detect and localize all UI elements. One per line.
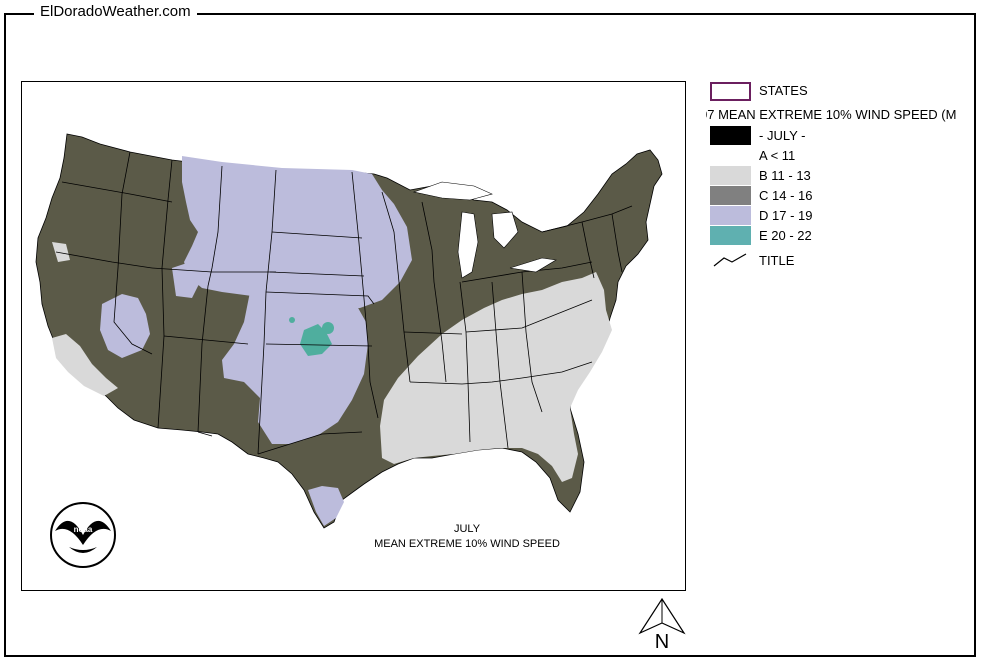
swatch-a: [710, 146, 751, 165]
region-b-southeast: [380, 272, 612, 482]
north-label: N: [654, 631, 670, 653]
legend-label-e: E 20 - 22: [759, 228, 812, 243]
swatch-b: [710, 166, 751, 185]
state-boundaries: [55, 151, 633, 455]
legend-label-d: D 17 - 19: [759, 208, 813, 223]
states-swatch: [710, 82, 751, 101]
lake-huron: [491, 211, 519, 249]
noaa-logo: noaa: [49, 501, 117, 569]
legend-layer-title: 07 MEAN EXTREME 10% WIND SPEED (M: [706, 107, 957, 122]
caption-title: MEAN EXTREME 10% WIND SPEED: [374, 538, 560, 550]
north-arrow: N: [636, 597, 688, 657]
legend-label-c: C 14 - 16: [759, 188, 813, 203]
map-panel: noaa JULY MEAN EXTREME 10% WIND SPEED: [21, 81, 686, 591]
legend-title-label: TITLE: [759, 253, 795, 268]
legend-label-july: - JULY -: [759, 128, 806, 143]
swatch-e: [710, 226, 751, 245]
region-e-spot-2: [289, 317, 295, 323]
region-d-nevada: [100, 294, 150, 358]
map-frame: [4, 13, 976, 657]
lake-superior: [412, 181, 493, 201]
region-b-california: [52, 334, 118, 396]
legend-states-label: STATES: [759, 83, 808, 98]
legend-label-a: A < 11: [759, 148, 796, 163]
map-caption: JULY MEAN EXTREME 10% WIND SPEED: [362, 522, 572, 552]
lake-erie: [509, 257, 557, 273]
north-arrow-icon: [638, 597, 686, 635]
swatch-july: [710, 126, 751, 145]
region-e-spot: [322, 322, 334, 334]
swatch-d: [710, 206, 751, 225]
caption-month: JULY: [453, 523, 481, 535]
legend-label-b: B 11 - 13: [759, 168, 811, 183]
region-d-texas-coast: [308, 486, 344, 526]
lake-michigan: [457, 211, 479, 279]
swatch-c: [710, 186, 751, 205]
us-map: [35, 133, 663, 529]
region-b-nw-coast: [52, 242, 70, 262]
title-line-icon: [713, 253, 747, 267]
site-title: ElDoradoWeather.com: [34, 3, 197, 20]
legend: STATES 07 MEAN EXTREME 10% WIND SPEED (M…: [706, 80, 981, 280]
svg-text:noaa: noaa: [74, 525, 93, 534]
